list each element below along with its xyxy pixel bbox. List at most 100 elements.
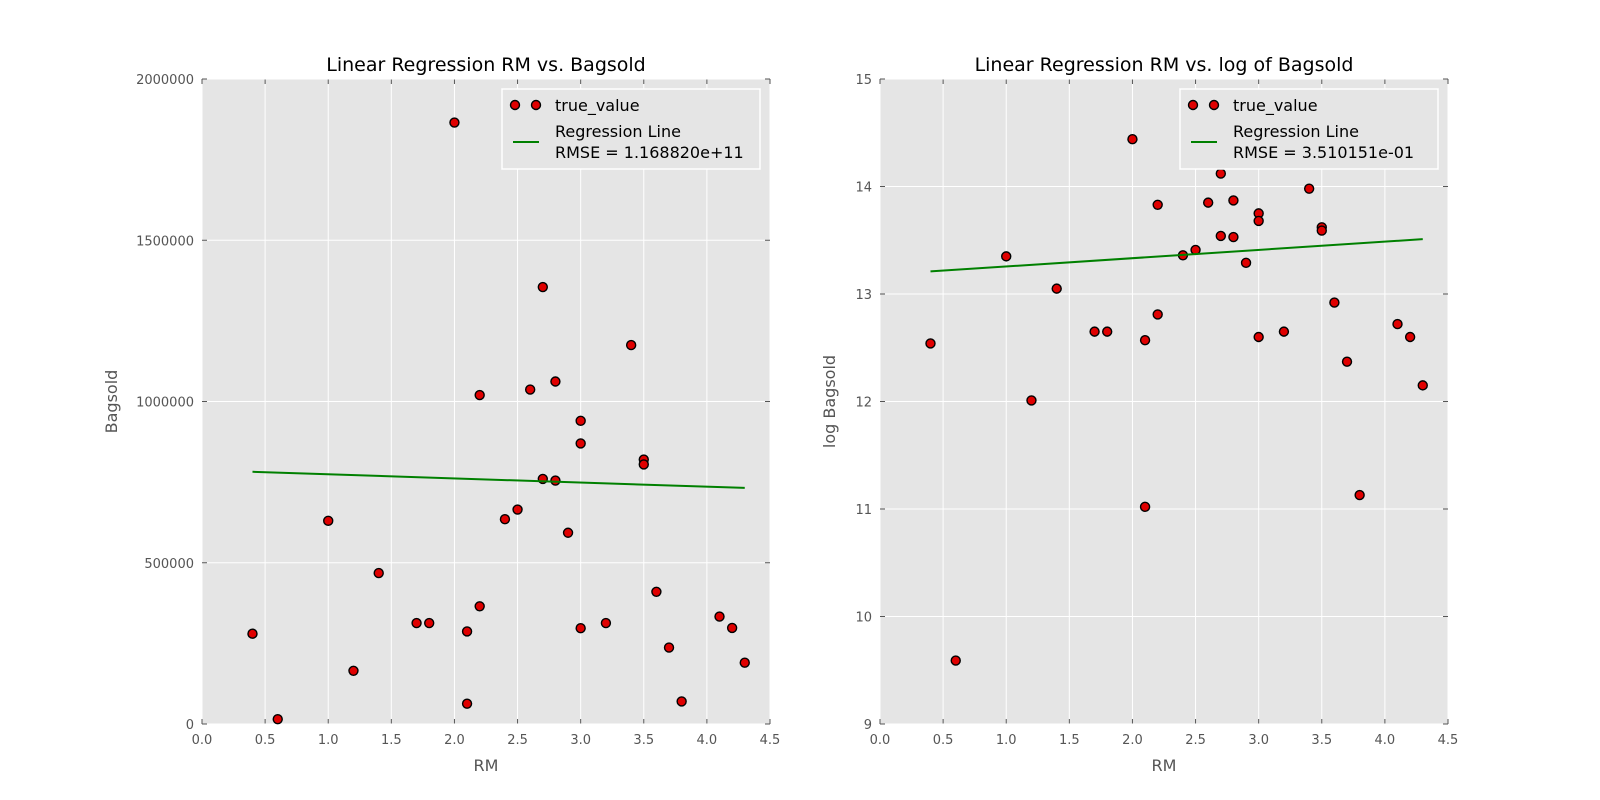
y-tick-label: 9 [864, 718, 872, 733]
data-point [1404, 331, 1416, 343]
data-point [1026, 395, 1037, 406]
data-point [461, 626, 473, 637]
data-point [474, 601, 485, 612]
data-point [625, 339, 637, 351]
y-tick-label: 1500000 [136, 234, 194, 249]
data-point [1253, 215, 1264, 227]
data-point [512, 504, 523, 515]
data-point [1152, 309, 1163, 320]
data-point [638, 459, 649, 470]
x-tick-label: 4.5 [760, 733, 781, 748]
y-tick-label: 14 [855, 181, 872, 196]
legend-label-true-value: true_value [1233, 96, 1318, 116]
y-axis-label: log Bagsold [820, 355, 839, 448]
data-point [449, 117, 460, 128]
regression-line [252, 470, 745, 489]
legend: true_value Regression Line RMSE = 3.510151… [1179, 88, 1439, 170]
legend-label-regression: Regression Line [1233, 122, 1359, 141]
data-point [651, 586, 662, 597]
data-point [1341, 356, 1353, 367]
x-tick-label: 0.5 [255, 733, 276, 748]
y-tick-label: 11 [855, 503, 872, 518]
legend-marker [1187, 99, 1199, 111]
legend-box [1179, 88, 1439, 170]
data-point [474, 389, 485, 401]
data-point [1316, 225, 1327, 236]
y-tick-label: 0 [186, 718, 194, 733]
x-tick-label: 3.0 [1248, 733, 1269, 748]
data-point [575, 415, 586, 427]
data-point [247, 628, 258, 639]
legend: true_value Regression Line RMSE = 1.168820… [501, 88, 761, 170]
regression-line [930, 238, 1423, 273]
legend-label-rmse: RMSE = 1.168820e+11 [555, 143, 744, 162]
data-point [272, 713, 283, 725]
data-point [373, 567, 384, 579]
data-point [1101, 326, 1113, 337]
y-tick-label: 500000 [144, 557, 194, 572]
chart-panel-1: 0.0 0.5 1.0 1.5 2.0 2.5 3.0 3.5 4.0 4.5 0 500000 100… [102, 54, 780, 775]
x-tick-label: 4.5 [1438, 733, 1459, 748]
data-point [524, 384, 536, 395]
chart-panel-2: 0.0 0.5 1.0 1.5 2.0 2.5 3.0 3.5 4.0 4.5 9 10 11 12 13 1… [820, 54, 1458, 775]
data-point [461, 698, 473, 709]
x-tick-label: 3.0 [570, 733, 591, 748]
data-point [739, 657, 750, 668]
data-point [1240, 257, 1252, 269]
y-tick-label: 12 [855, 396, 872, 411]
data-point [1329, 297, 1340, 308]
x-tick-label: 1.0 [996, 733, 1017, 748]
y-tick-label: 2000000 [136, 73, 194, 88]
x-tick-label: 1.5 [381, 733, 402, 748]
data-point [499, 514, 511, 525]
x-tick-label: 1.0 [318, 733, 339, 748]
legend-label-regression: Regression Line [555, 122, 681, 141]
y-axis-label: Bagsold [102, 370, 121, 434]
y-tick-label: 13 [855, 288, 872, 303]
data-point [1303, 183, 1315, 194]
data-point [1354, 489, 1365, 501]
data-point [925, 338, 936, 349]
data-point [1392, 318, 1403, 330]
data-point [1001, 251, 1012, 262]
data-point [1215, 168, 1227, 179]
legend-marker [1208, 99, 1220, 111]
data-point [348, 665, 359, 676]
data-point [1278, 326, 1290, 337]
data-point [600, 617, 612, 629]
data-point [550, 475, 561, 486]
data-point [1228, 195, 1239, 206]
x-tick-label: 2.0 [444, 733, 465, 748]
y-tick-label: 15 [855, 73, 872, 88]
data-point [424, 617, 435, 629]
data-point [726, 622, 738, 634]
data-point [575, 438, 586, 449]
data-point [714, 611, 725, 622]
x-axis-label: RM [474, 756, 499, 775]
y-tick-label: 1000000 [136, 396, 194, 411]
data-point [562, 527, 574, 538]
x-tick-label: 2.0 [1122, 733, 1143, 748]
chart-title: Linear Regression RM vs. log of Bagsold [975, 54, 1354, 76]
x-tick-label: 4.0 [1375, 733, 1396, 748]
x-tick-label: 0.0 [192, 733, 213, 748]
x-tick-label: 0.0 [870, 733, 891, 748]
data-point [1089, 326, 1100, 337]
data-point [950, 655, 961, 666]
data-point [1139, 501, 1151, 513]
x-tick-label: 4.0 [697, 733, 718, 748]
x-tick-label: 3.5 [1311, 733, 1332, 748]
y-tick-label: 10 [855, 611, 872, 626]
data-point [575, 623, 586, 634]
data-point [323, 515, 334, 527]
data-point [411, 617, 422, 629]
x-tick-label: 0.5 [933, 733, 954, 748]
data-point [1417, 380, 1428, 391]
data-point [676, 696, 687, 707]
data-point [663, 642, 675, 653]
data-point [1051, 283, 1062, 294]
data-point [1127, 133, 1138, 145]
legend-label-true-value: true_value [555, 96, 640, 116]
x-tick-label: 3.5 [633, 733, 654, 748]
data-point [537, 281, 548, 293]
